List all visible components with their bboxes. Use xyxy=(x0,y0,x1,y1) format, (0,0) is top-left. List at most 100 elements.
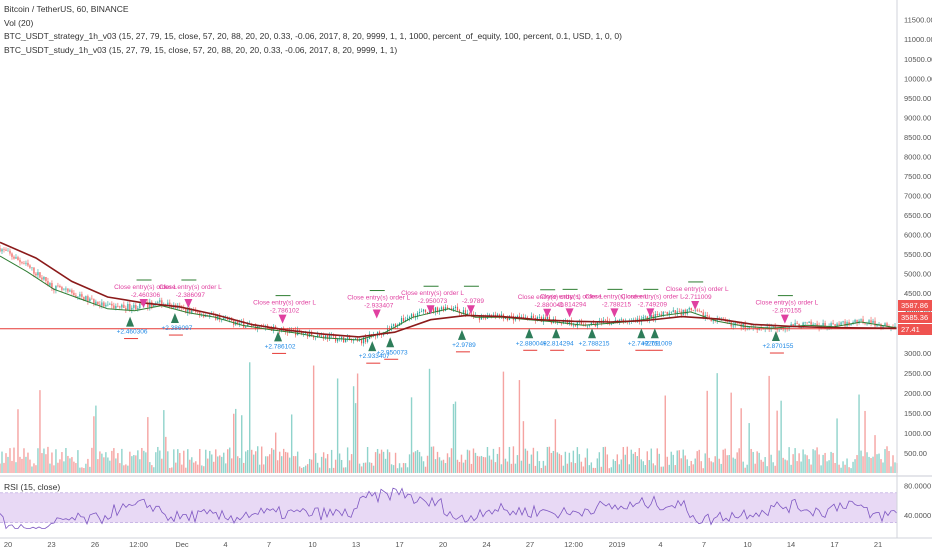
exit-arrow xyxy=(565,308,574,318)
candle-body xyxy=(456,306,459,311)
price-tick-label: 11500.00 xyxy=(904,16,932,25)
candle-body xyxy=(812,324,814,325)
volume-bar xyxy=(336,378,339,473)
volume-bar xyxy=(514,463,517,473)
volume-bar xyxy=(856,455,858,473)
volume-bar xyxy=(746,464,748,473)
moving-averages xyxy=(0,241,898,341)
candle-body xyxy=(21,262,23,264)
volume-bar xyxy=(884,449,886,473)
study-legend[interactable]: BTC_USDT_study_1h_v03 (15, 27, 79, 15, c… xyxy=(4,45,398,55)
candle-body xyxy=(796,322,798,324)
volume-bar xyxy=(17,409,19,473)
candle-body xyxy=(532,315,535,318)
volume-bar xyxy=(342,467,345,473)
volume-bar xyxy=(286,452,289,473)
volume-bar xyxy=(394,452,397,473)
volume-bar xyxy=(428,368,431,473)
candle-body xyxy=(345,338,347,343)
candle-body xyxy=(610,323,612,325)
long-entry-label: +2.950073 xyxy=(377,349,408,356)
volume-bar xyxy=(129,451,131,473)
volume-legend[interactable]: Vol (20) xyxy=(4,18,34,28)
price-tick-label: 8000.00 xyxy=(904,152,931,161)
volume-bar xyxy=(127,465,129,473)
volume-bar xyxy=(9,448,11,473)
candle-body xyxy=(355,338,357,340)
volume-bar xyxy=(736,452,738,473)
time-tick-label: 2019 xyxy=(609,540,626,549)
volume-bar xyxy=(498,447,501,473)
volume-bar xyxy=(420,456,423,473)
candle-body xyxy=(544,317,546,320)
candle-body xyxy=(856,320,858,324)
candle-body xyxy=(810,321,812,325)
candle-body xyxy=(644,316,646,318)
volume-bar xyxy=(418,451,421,473)
volume-bar xyxy=(141,447,143,473)
volume-bar xyxy=(171,467,173,473)
candle-body xyxy=(834,324,836,327)
time-tick-label: 4 xyxy=(223,540,227,549)
candle-body xyxy=(694,309,696,311)
volume-bar xyxy=(588,465,591,473)
price-axis[interactable]: 11500.00 11000.00 10500.00 10000.00 9500.00 9… xyxy=(896,0,932,538)
candle-body xyxy=(19,259,21,263)
strategy-legend[interactable]: BTC_USDT_strategy_1h_v03 (15, 27, 79, 15… xyxy=(4,31,622,41)
candle-body xyxy=(117,305,119,307)
candle-body xyxy=(842,321,844,323)
volume-bar xyxy=(740,408,742,473)
candle-body xyxy=(668,312,670,315)
time-tick-label: Dec xyxy=(175,540,189,549)
candle-body xyxy=(488,314,491,316)
long-entry-arrow xyxy=(170,313,179,324)
volume-bar xyxy=(179,452,181,473)
volume-bar xyxy=(548,446,551,473)
candle-body xyxy=(886,323,888,327)
volume-bar xyxy=(780,400,782,473)
candle-body xyxy=(15,257,17,259)
volume-bar xyxy=(414,451,417,473)
volume-bar xyxy=(812,449,814,473)
exit-value-label: -2.460306 xyxy=(131,292,161,299)
candle-body xyxy=(570,320,572,326)
volume-bar xyxy=(664,395,666,473)
volume-bar xyxy=(31,466,33,473)
candle-body xyxy=(13,256,15,259)
price-tick-label: 5000.00 xyxy=(904,270,931,279)
volume-bar xyxy=(762,461,764,473)
exit-arrow xyxy=(543,308,552,318)
time-tick-label: 12:00 xyxy=(564,540,583,549)
volume-bar xyxy=(718,458,720,473)
candle-body xyxy=(642,317,644,319)
candle-body xyxy=(788,326,790,329)
volume-bar xyxy=(656,448,658,473)
candle-body xyxy=(566,320,568,325)
volume-bar xyxy=(360,466,363,473)
volume-bar xyxy=(121,448,123,473)
time-tick-label: 20 xyxy=(439,540,447,549)
volume-bar xyxy=(586,448,589,473)
volume-bar xyxy=(426,455,429,473)
volume-bar xyxy=(584,457,587,473)
volume-bar xyxy=(774,465,776,473)
candle-body xyxy=(85,296,87,301)
volume-bar xyxy=(322,452,325,473)
volume-tick-label: 2000.00 xyxy=(904,389,931,398)
volume-bar xyxy=(554,419,557,473)
volume-bar xyxy=(348,460,351,473)
volume-bar xyxy=(378,453,381,473)
rsi-legend[interactable]: RSI (15, close) xyxy=(4,482,61,492)
volume-bar xyxy=(760,459,762,473)
volume-bar xyxy=(880,459,882,473)
time-axis[interactable]: 20 23 26 12:00 Dec 4 7 10 13 17 20 24 27 12:00 2019 4 7 1… xyxy=(0,537,932,549)
volume-bar xyxy=(350,454,353,473)
candle-body xyxy=(702,312,704,319)
candle-body xyxy=(149,301,151,308)
volume-bar xyxy=(153,467,155,473)
volume-bar xyxy=(89,466,91,473)
volume-bar xyxy=(454,401,457,473)
volume-bar xyxy=(5,453,7,473)
volume-bar xyxy=(241,415,243,473)
